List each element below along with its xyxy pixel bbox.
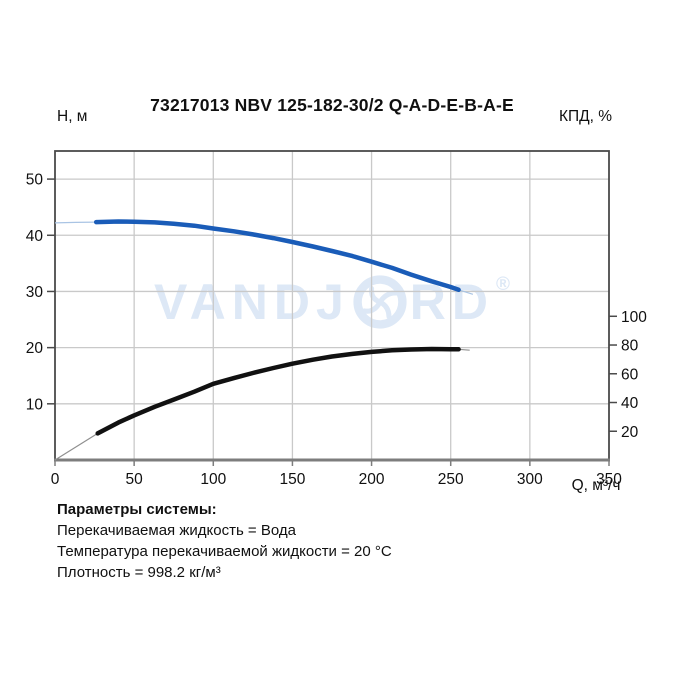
x-tick-label: 50 (126, 471, 144, 488)
left-tick-label: 40 (26, 228, 44, 245)
left-tick-label: 30 (26, 284, 44, 301)
parameter-line-density: Плотность = 998.2 кг/м³ (57, 564, 221, 581)
right-axis-label: КПД, % (558, 108, 612, 125)
registered-trademark-icon: ® (496, 274, 510, 295)
x-axis-label: Q, м³/ч (571, 477, 621, 494)
left-tick-label: 10 (26, 396, 44, 413)
right-tick-label: 60 (621, 366, 639, 383)
x-tick-label: 100 (200, 471, 226, 488)
efficiency-curve-eta(Q)-lead-out (458, 348, 470, 351)
parameter-line-temperature: Температура перекачиваемой жидкости = 20… (57, 543, 392, 560)
efficiency-curve-eta(Q) (95, 346, 461, 436)
left-tick-label: 50 (26, 172, 44, 189)
right-tick-label: 20 (621, 424, 639, 441)
system-parameters-block: Параметры системы: Перекачиваемая жидкос… (57, 499, 537, 583)
right-tick-label: 100 (621, 309, 647, 326)
x-tick-label: 200 (359, 471, 385, 488)
left-tick-label: 20 (26, 340, 44, 357)
system-parameters-heading: Параметры системы: (57, 501, 217, 518)
right-tick-label: 80 (621, 338, 639, 355)
watermark-text-left: VANDJ (154, 274, 350, 330)
efficiency-curve-eta(Q)-lead-in (54, 432, 99, 461)
watermark-text-right: RD (409, 274, 494, 330)
x-tick-label: 300 (517, 471, 543, 488)
right-tick-label: 40 (621, 395, 639, 412)
brand-watermark: VANDJ RD ® (55, 269, 609, 335)
x-tick-label: 150 (279, 471, 305, 488)
x-tick-label: 0 (51, 471, 60, 488)
left-axis-label: Н, м (57, 108, 88, 125)
parameter-line-liquid: Перекачиваемая жидкость = Вода (57, 522, 296, 539)
impeller-swirl-icon (353, 275, 407, 329)
page-title: 73217013 NBV 125-182-30/2 Q-A-D-E-B-A-E (150, 95, 514, 115)
head-curve-H(Q)-lead-in (54, 221, 97, 224)
x-tick-label: 250 (438, 471, 464, 488)
